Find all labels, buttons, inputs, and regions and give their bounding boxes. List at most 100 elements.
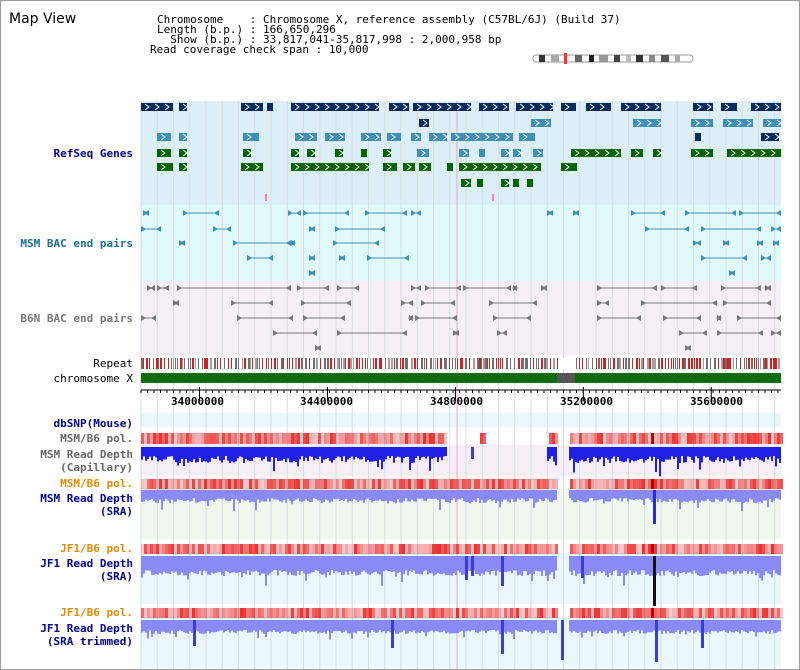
depth-bar — [153, 447, 155, 457]
depth-bar — [175, 556, 177, 572]
depth-bar — [715, 490, 717, 499]
pol-cell — [402, 479, 405, 489]
pol-cell — [237, 479, 240, 489]
depth-bar — [759, 490, 761, 502]
pol-cell — [756, 433, 759, 444]
pol-cell — [699, 479, 702, 489]
depth-bar — [259, 620, 261, 631]
depth-bar — [227, 447, 229, 461]
b6n-bac-end — [141, 315, 146, 321]
depth-bar — [455, 556, 457, 576]
depth-bar — [407, 556, 409, 576]
refseq-gene — [513, 149, 521, 157]
pol-cell — [606, 544, 609, 554]
b6n-bac-end — [696, 315, 701, 321]
pol-cell — [747, 544, 750, 554]
depth-bar — [383, 447, 385, 462]
msm-bac-end — [411, 210, 416, 216]
refseq-gene — [179, 133, 187, 141]
depth-bar — [455, 620, 457, 634]
pol-cell — [339, 479, 342, 489]
repeat-element — [641, 358, 643, 369]
repeat-element — [292, 358, 293, 369]
pol-cell — [387, 544, 390, 554]
pol-cell — [201, 608, 204, 618]
depth-bar — [401, 620, 403, 633]
depth-bar — [349, 447, 351, 458]
pol-cell — [693, 544, 696, 554]
depth-bar — [629, 620, 631, 631]
depth-bar — [643, 447, 645, 463]
depth-bar — [427, 556, 429, 575]
depth-bar — [373, 447, 375, 462]
pol-cell — [225, 479, 228, 489]
pol-cell — [195, 608, 198, 618]
pol-cell — [621, 433, 624, 444]
depth-bar — [219, 556, 221, 573]
refseq-gene — [243, 149, 251, 157]
repeat-element — [250, 358, 251, 369]
pol-cell — [483, 544, 486, 554]
depth-bar — [777, 620, 779, 632]
b6n-bac-end — [597, 300, 602, 306]
repeat-element — [557, 358, 558, 369]
depth-bar — [597, 620, 599, 634]
pol-cell — [426, 479, 429, 489]
chromosome-ideogram[interactable] — [531, 53, 696, 65]
pol-cell — [450, 544, 453, 554]
depth-bar — [629, 447, 631, 463]
depth-bar — [539, 490, 541, 499]
repeat-element — [411, 358, 413, 369]
strand-arrow — [754, 103, 760, 111]
depth-bar — [623, 620, 625, 637]
pol-cell — [174, 433, 177, 444]
repeat-element — [675, 358, 676, 369]
msm-bac-end — [374, 240, 379, 246]
depth-bar — [519, 620, 521, 632]
pol-cell — [630, 544, 633, 554]
pol-cell — [516, 479, 519, 489]
depth-bar — [477, 556, 479, 575]
pol-cell — [336, 479, 339, 489]
depth-bar — [647, 490, 649, 499]
depth-bar — [305, 490, 307, 500]
strand-arrow — [522, 133, 528, 141]
strand-arrow — [304, 103, 310, 111]
depth-bar — [495, 490, 497, 504]
msm-bac-end — [333, 240, 338, 246]
repeat-element — [592, 358, 593, 369]
repeat-element — [500, 358, 501, 369]
depth-bar — [769, 556, 771, 575]
depth-bar — [277, 490, 279, 500]
pol-cell — [756, 544, 759, 554]
strand-arrow — [706, 103, 712, 111]
depth-bar — [415, 490, 417, 502]
pol-cell — [594, 544, 597, 554]
repeat-element — [365, 358, 366, 369]
depth-bar — [417, 556, 419, 574]
depth-bar — [725, 620, 727, 633]
depth-bar — [775, 556, 777, 574]
refseq-gene — [295, 133, 317, 141]
depth-bar — [749, 556, 751, 572]
depth-bar — [577, 447, 579, 463]
depth-bar — [197, 447, 199, 463]
info-chromosome-key: Chromosome : — [157, 13, 257, 26]
pol-cell — [183, 479, 186, 489]
refseq-gene — [419, 119, 429, 127]
depth-bar — [463, 620, 465, 638]
depth-bar — [527, 620, 529, 632]
depth-bar — [521, 490, 523, 499]
depth-bar — [649, 620, 651, 633]
pol-cell — [207, 479, 210, 489]
pol-cell — [279, 433, 282, 444]
depth-bar — [251, 490, 253, 502]
depth-bar — [615, 447, 617, 462]
pol-cell — [753, 544, 756, 554]
msm-bac-end — [288, 210, 293, 216]
pol-cell — [486, 608, 489, 618]
depth-bar — [695, 620, 697, 633]
pol-cell — [552, 544, 555, 554]
pol-cell — [207, 433, 210, 444]
